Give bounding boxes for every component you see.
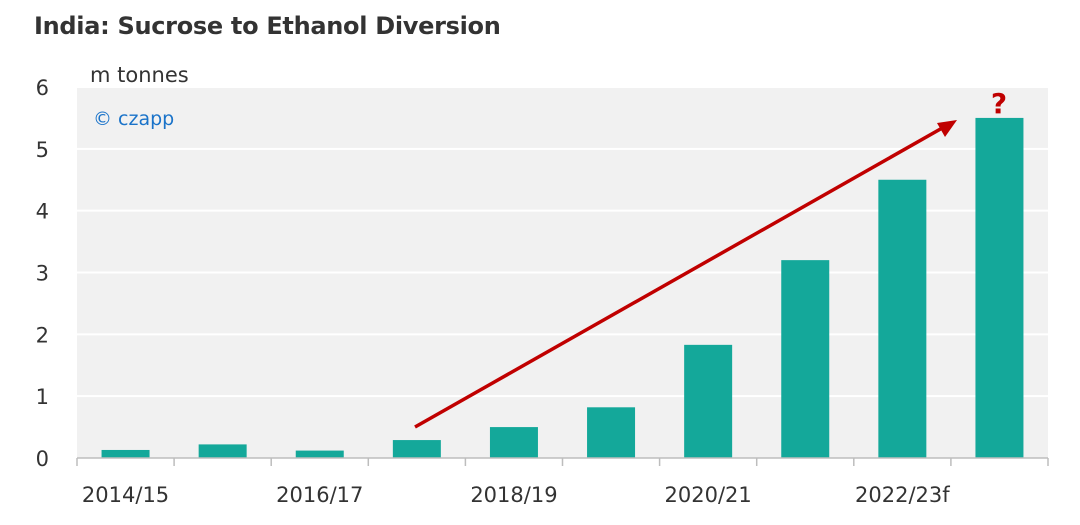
y-tick-label: 2 xyxy=(36,323,49,347)
x-tick-label: 2018/19 xyxy=(470,483,557,507)
bar xyxy=(198,444,247,458)
y-tick-label: 0 xyxy=(36,447,49,471)
trend-arrow xyxy=(414,120,957,429)
bar xyxy=(878,179,927,458)
bar xyxy=(781,260,830,458)
y-axis-unit-label: m tonnes xyxy=(90,63,189,87)
chart-title: India: Sucrose to Ethanol Diversion xyxy=(34,12,501,40)
bar-series xyxy=(101,117,1024,459)
question-mark-annotation: ? xyxy=(991,87,1007,120)
x-tick-label: 2020/21 xyxy=(665,483,752,507)
x-axis: 2014/15 2016/17 2018/19 2020/21 2022/23f xyxy=(76,457,1049,507)
y-tick-label: 6 xyxy=(36,76,49,100)
y-tick-label: 5 xyxy=(36,138,49,162)
bar xyxy=(975,117,1024,459)
y-tick-label: 3 xyxy=(36,262,49,286)
x-tick-label: 2014/15 xyxy=(82,483,169,507)
bar xyxy=(101,449,150,458)
bar xyxy=(684,344,733,458)
y-tick-label: 4 xyxy=(36,200,49,224)
y-axis-ticks: 0 1 2 3 4 5 6 xyxy=(36,76,49,471)
x-tick-label: 2022/23f xyxy=(855,483,950,507)
y-tick-label: 1 xyxy=(36,385,49,409)
czapp-logo: © czapp xyxy=(93,108,174,130)
bar xyxy=(295,450,344,458)
bar xyxy=(392,440,441,458)
x-tick-label: 2016/17 xyxy=(276,483,363,507)
bar xyxy=(587,407,636,458)
czapp-watermark: © czapp xyxy=(93,108,174,130)
bar xyxy=(489,427,538,458)
